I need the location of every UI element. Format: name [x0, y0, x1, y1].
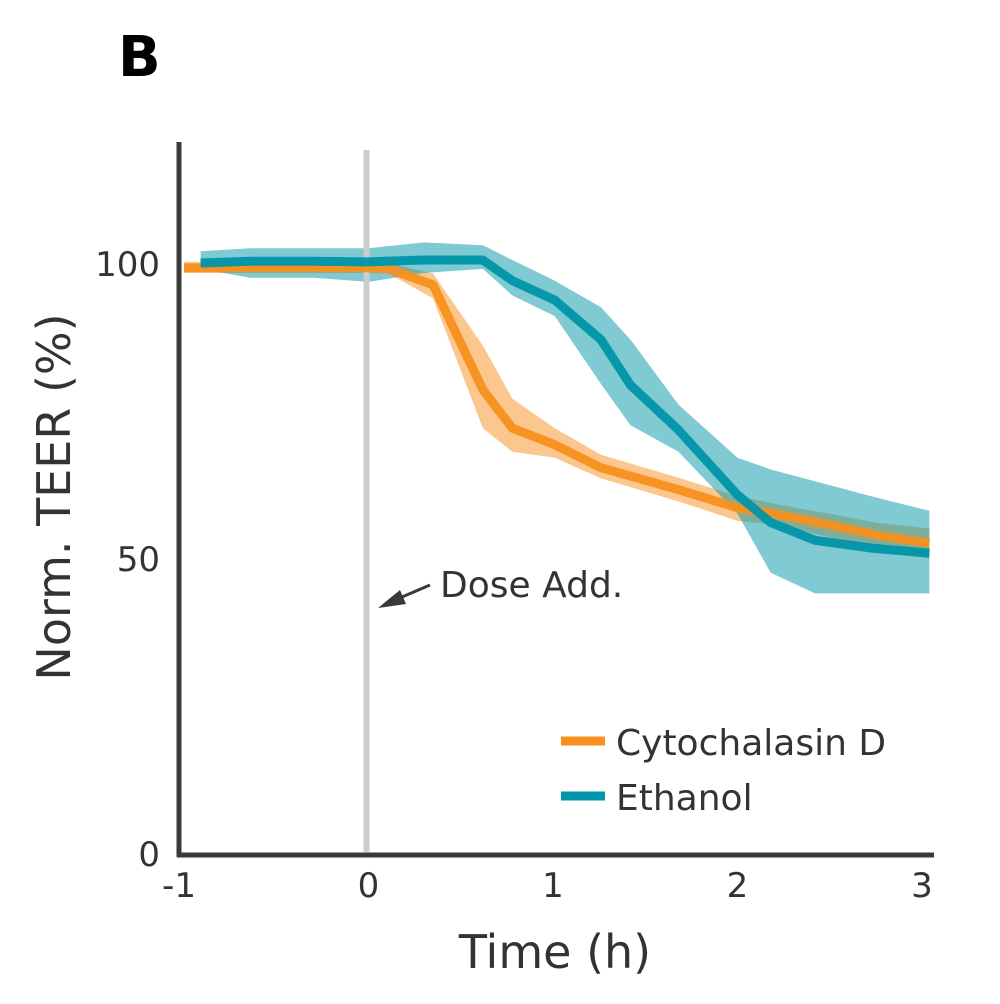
x-axis-label: Time (h) [458, 925, 651, 979]
panel-label: B [118, 25, 161, 90]
annotation-text: Dose Add. [440, 565, 623, 606]
legend-label-cytochalasin-d: Cytochalasin D [616, 723, 886, 764]
x-tick-label: 0 [358, 866, 380, 906]
x-tick-label: 3 [911, 866, 933, 906]
dose-annotation: Dose Add. [378, 565, 623, 608]
arrow-head-icon [378, 590, 406, 608]
x-tick-label: 2 [727, 866, 749, 906]
legend-label-ethanol: Ethanol [616, 778, 753, 819]
series-line-ethanol [200, 255, 930, 558]
x-tick-label: 1 [542, 866, 564, 906]
legend: Cytochalasin D Ethanol [561, 723, 886, 819]
y-tick-label: 50 [117, 540, 160, 580]
series-line-cytochalasin-d [184, 263, 931, 548]
y-tick-label: 0 [138, 835, 160, 875]
y-tick-label: 100 [95, 245, 160, 285]
x-tick-label: -1 [162, 866, 196, 906]
y-axis-label: Norm. TEER (%) [27, 313, 81, 680]
